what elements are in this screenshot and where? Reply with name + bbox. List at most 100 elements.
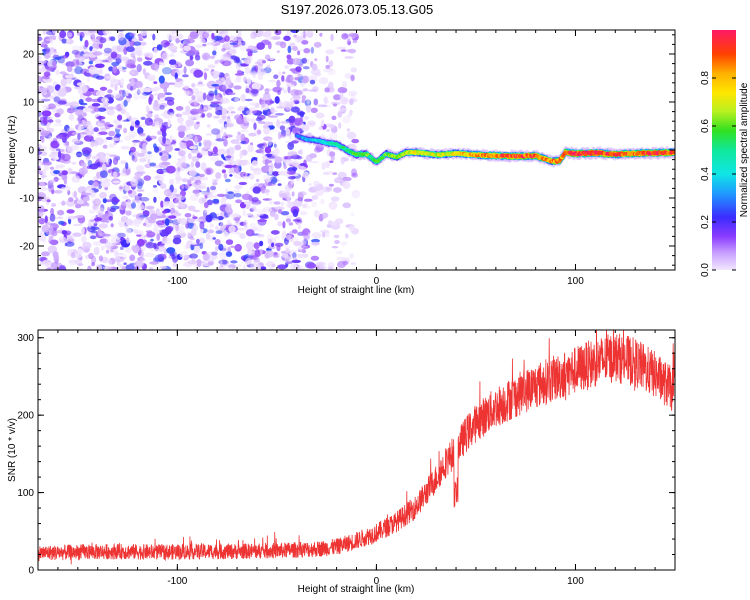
noise-blob bbox=[292, 46, 298, 51]
noise-blob bbox=[49, 95, 54, 100]
noise-blob bbox=[245, 87, 250, 94]
noise-blob bbox=[112, 198, 120, 203]
noise-blob bbox=[99, 86, 108, 91]
noise-blob bbox=[120, 77, 124, 86]
noise-blob bbox=[235, 63, 241, 71]
noise-blob bbox=[285, 215, 295, 218]
noise-blob bbox=[192, 216, 198, 220]
noise-blob bbox=[211, 128, 221, 135]
noise-blob bbox=[200, 162, 207, 171]
noise-blob bbox=[352, 39, 358, 44]
noise-blob bbox=[61, 200, 66, 206]
noise-blob bbox=[350, 262, 356, 265]
noise-blob bbox=[72, 232, 82, 237]
noise-blob bbox=[108, 130, 116, 137]
noise-blob bbox=[337, 110, 343, 118]
noise-blob bbox=[134, 47, 140, 51]
noise-blob bbox=[189, 145, 198, 150]
noise-blob bbox=[282, 89, 288, 94]
noise-blob bbox=[240, 129, 249, 133]
noise-blob bbox=[325, 99, 330, 104]
noise-blob bbox=[102, 30, 109, 35]
noise-blob bbox=[294, 89, 303, 96]
noise-blob bbox=[163, 87, 168, 93]
noise-blob bbox=[195, 161, 201, 168]
noise-blob bbox=[224, 178, 231, 183]
noise-blob bbox=[122, 253, 128, 260]
noise-blob bbox=[294, 117, 303, 126]
noise-blob bbox=[148, 121, 153, 125]
noise-blob bbox=[107, 56, 112, 61]
noise-blob bbox=[82, 112, 87, 117]
noise-blob bbox=[294, 265, 304, 270]
noise-blob bbox=[52, 251, 59, 259]
noise-blob bbox=[225, 251, 233, 257]
noise-blob bbox=[130, 178, 139, 186]
noise-blob bbox=[102, 144, 108, 149]
noise-blob bbox=[251, 160, 258, 166]
noise-blob bbox=[114, 105, 119, 111]
noise-blob bbox=[171, 254, 176, 260]
noise-blob bbox=[187, 260, 197, 265]
noise-blob bbox=[241, 149, 248, 156]
noise-blob bbox=[47, 103, 56, 110]
noise-blob bbox=[140, 30, 148, 37]
noise-blob bbox=[300, 81, 305, 87]
noise-blob bbox=[134, 120, 140, 126]
noise-blob bbox=[102, 266, 113, 270]
noise-blob bbox=[122, 89, 126, 98]
noise-blob bbox=[179, 157, 187, 164]
noise-blob bbox=[60, 78, 68, 87]
noise-blob bbox=[146, 231, 156, 238]
noise-blob bbox=[304, 99, 312, 107]
noise-blob bbox=[82, 241, 92, 250]
noise-blob bbox=[293, 240, 302, 247]
noise-blob bbox=[243, 200, 253, 206]
noise-blob bbox=[175, 113, 179, 117]
noise-blob bbox=[196, 259, 202, 267]
noise-blob bbox=[243, 76, 247, 83]
noise-blob bbox=[94, 207, 105, 214]
noise-blob bbox=[296, 178, 300, 182]
noise-blob bbox=[138, 41, 147, 46]
noise-blob bbox=[158, 244, 166, 252]
noise-blob bbox=[278, 170, 288, 176]
noise-blob bbox=[103, 50, 114, 57]
noise-blob bbox=[192, 189, 200, 194]
noise-blob bbox=[164, 92, 173, 96]
noise-blob bbox=[88, 60, 94, 65]
noise-blob bbox=[110, 83, 114, 88]
noise-blob bbox=[333, 94, 342, 101]
noise-blob bbox=[325, 64, 331, 69]
noise-blob bbox=[289, 76, 295, 82]
noise-blob bbox=[178, 150, 186, 157]
noise-blob bbox=[265, 177, 271, 184]
noise-blob bbox=[227, 263, 236, 270]
x-tick-label: 0 bbox=[374, 576, 380, 587]
noise-blob bbox=[181, 250, 188, 259]
noise-blob bbox=[131, 70, 135, 75]
noise-blob bbox=[196, 121, 200, 125]
noise-blob bbox=[125, 218, 134, 226]
noise-blob bbox=[81, 162, 87, 168]
noise-blob bbox=[292, 208, 299, 218]
noise-blob bbox=[84, 39, 89, 48]
noise-blob bbox=[207, 261, 214, 266]
noise-blob bbox=[257, 209, 265, 216]
noise-blob bbox=[249, 50, 258, 53]
noise-blob bbox=[259, 248, 263, 255]
noise-blob bbox=[168, 215, 177, 219]
noise-blob bbox=[131, 38, 138, 42]
noise-blob bbox=[211, 32, 215, 40]
noise-blob bbox=[301, 231, 309, 236]
noise-blob bbox=[38, 56, 42, 60]
noise-blob bbox=[159, 266, 168, 269]
noise-blob bbox=[206, 124, 211, 128]
noise-blob bbox=[46, 123, 50, 131]
noise-blob bbox=[58, 220, 65, 225]
noise-blob bbox=[126, 238, 132, 244]
noise-blob bbox=[101, 97, 109, 103]
noise-blob bbox=[99, 238, 109, 244]
noise-blob bbox=[86, 90, 91, 97]
